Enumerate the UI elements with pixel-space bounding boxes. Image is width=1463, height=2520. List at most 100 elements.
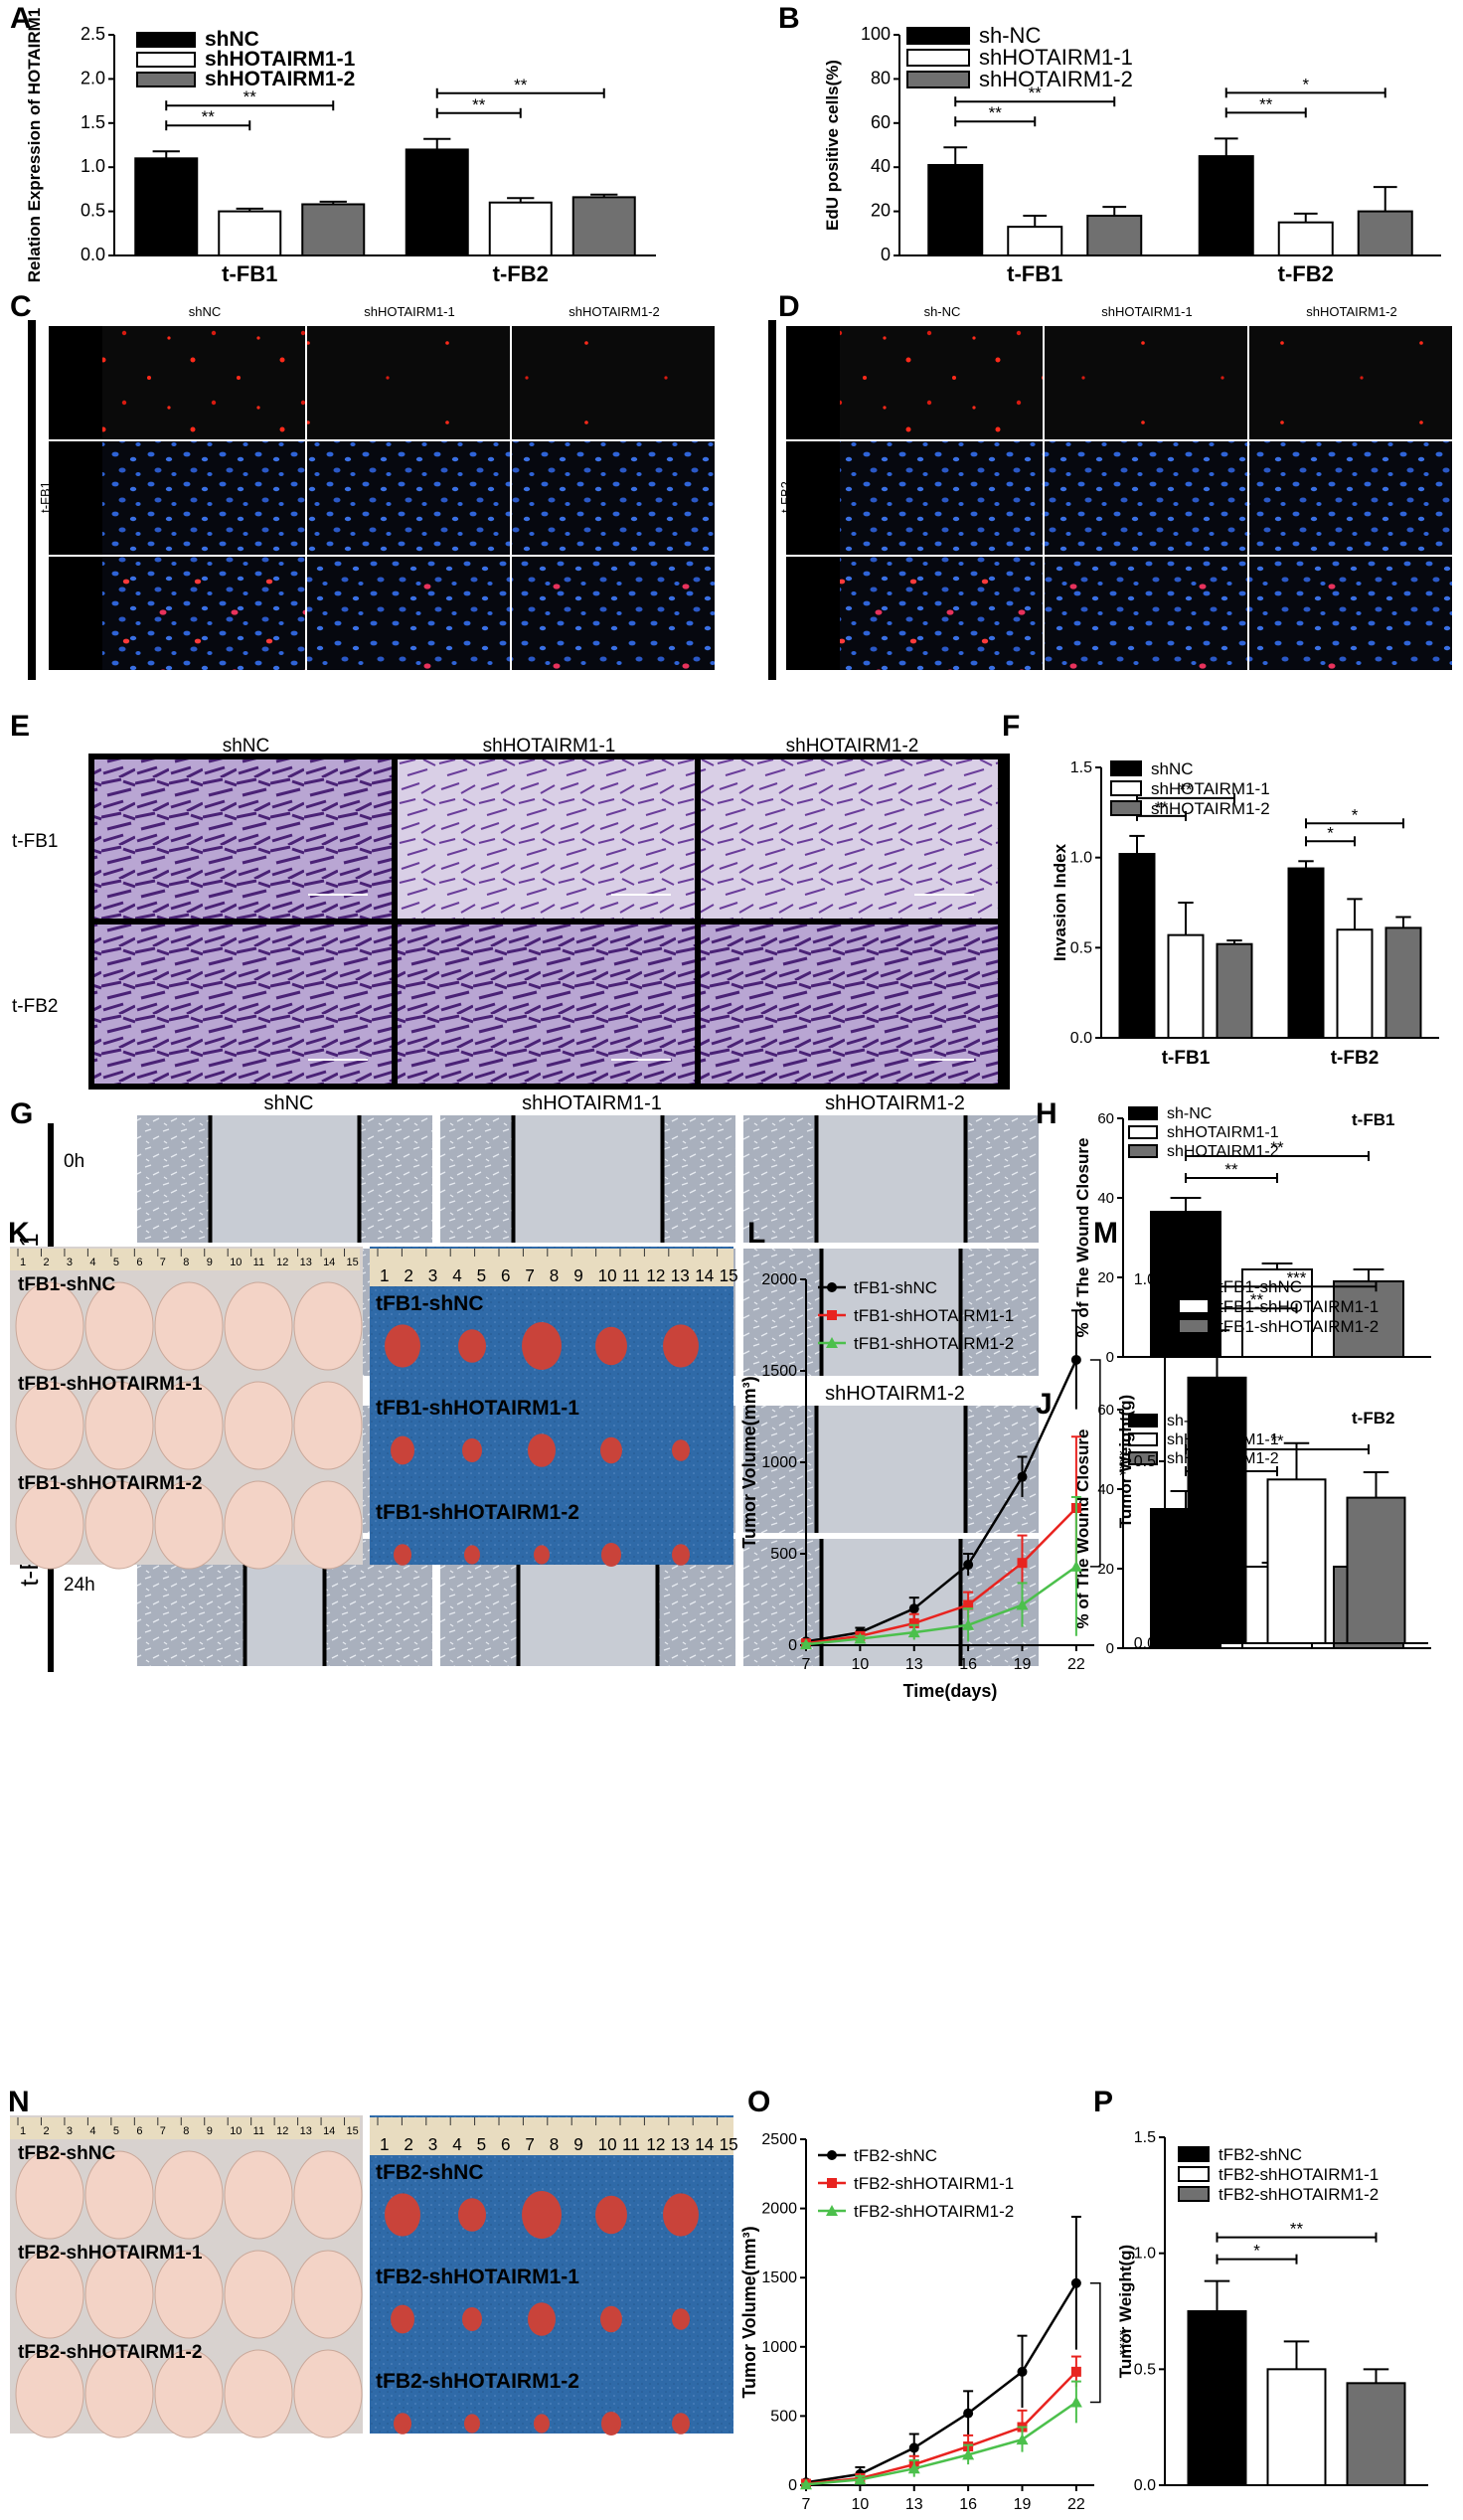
- ruler-number: 7: [160, 1257, 166, 1268]
- bar: [405, 148, 469, 256]
- ruler-number: 12: [276, 2125, 288, 2137]
- side-bar: [28, 320, 36, 680]
- wound-gap: [210, 1115, 360, 1243]
- micrograph: [102, 441, 305, 555]
- ruler-number: 6: [136, 2125, 142, 2137]
- micrograph: [307, 557, 510, 670]
- row-label: Merge: [790, 588, 827, 603]
- mouse: [154, 1381, 224, 1470]
- bar: [1384, 926, 1422, 1039]
- sig-stars: **: [244, 87, 257, 106]
- micrograph: [840, 441, 1043, 555]
- y-tick-label: 0.5: [1134, 2361, 1156, 2378]
- legend-swatch: [1128, 1125, 1158, 1139]
- sig-stars: **: [514, 76, 528, 94]
- mouse: [154, 2150, 224, 2240]
- tumor: [385, 1324, 420, 1368]
- bar: [1346, 1496, 1406, 1644]
- legend-label: tFB1-shHOTAIRM1-2: [1219, 1317, 1379, 1336]
- legend-label: sh-NC: [1167, 1105, 1212, 1122]
- wound-gap: [821, 1249, 961, 1376]
- y-tick-label: 60: [871, 112, 891, 132]
- panel-label: G: [10, 1097, 33, 1130]
- y-axis-label: % of The Wound Closure: [1073, 1429, 1092, 1629]
- ruler-number: 10: [230, 1257, 242, 1268]
- ruler-number: 10: [230, 2125, 242, 2137]
- ruler-number: 4: [89, 2125, 95, 2137]
- category-label: t-FB2: [493, 261, 549, 286]
- panel-label: M: [1093, 1217, 1118, 1250]
- bar: [1187, 1376, 1247, 1644]
- ruler: [370, 2117, 733, 2155]
- y-tick-label: 60: [1097, 1402, 1114, 1419]
- column-label: shHOTAIRM1-2: [825, 1383, 965, 1405]
- tumor: [534, 1545, 550, 1565]
- panel-label: K: [8, 1217, 30, 1250]
- x-tick-label: 13: [905, 1656, 923, 1673]
- y-tick-label: 1.0: [1070, 850, 1092, 867]
- series-line: [805, 1565, 1077, 1646]
- sig-bracket: [1089, 1359, 1101, 1568]
- chart-title: t-FB2: [1352, 1409, 1394, 1428]
- ruler-number: 14: [323, 1257, 335, 1268]
- ruler-number: 3: [428, 1266, 438, 1285]
- wound-gap: [821, 1539, 961, 1666]
- ruler-number: 5: [113, 1257, 119, 1268]
- column-label: shNC: [223, 736, 270, 756]
- bar: [488, 201, 553, 256]
- ruler-number: 5: [477, 2135, 487, 2154]
- data-point: [1070, 2277, 1081, 2288]
- y-tick-label: 2000: [761, 1271, 797, 1288]
- legend-swatch: [1178, 2146, 1210, 2162]
- data-point: [1069, 2396, 1082, 2408]
- mouse: [224, 1281, 293, 1371]
- ruler-number: 3: [67, 2125, 73, 2137]
- ruler-number: 7: [525, 2135, 535, 2154]
- y-tick-label: 1.0: [1134, 2246, 1156, 2263]
- row-label: EdU: [790, 358, 815, 373]
- ruler-number: 13: [300, 2125, 312, 2137]
- ruler-number: 2: [43, 1257, 49, 1268]
- ruler-number: 12: [646, 2135, 665, 2154]
- micrograph: [840, 557, 1043, 670]
- sig-stars: **: [472, 95, 486, 114]
- mouse: [293, 1281, 363, 1371]
- x-tick-label: 10: [851, 2496, 869, 2513]
- transwell-image: [398, 924, 695, 1084]
- ruler-number: 8: [550, 1266, 560, 1285]
- y-tick-label: 2.5: [81, 24, 105, 44]
- bar: [571, 196, 636, 256]
- legend-marker: [827, 1282, 837, 1292]
- panel-label: A: [10, 2, 32, 35]
- x-tick-label: 19: [1014, 1656, 1032, 1673]
- legend-swatch: [1110, 800, 1142, 816]
- legend-marker: [827, 2150, 837, 2160]
- y-tick-label: 0.5: [81, 201, 105, 221]
- y-tick-label: 20: [871, 201, 891, 221]
- sig-stars: *: [1253, 2242, 1260, 2261]
- y-tick-label: 40: [871, 156, 891, 176]
- mouse: [84, 2349, 154, 2438]
- row-label-bg: [786, 326, 840, 439]
- ruler-number: 13: [671, 1266, 690, 1285]
- micrograph: [1249, 441, 1452, 555]
- data-point: [1016, 1598, 1029, 1610]
- micrograph: [1045, 441, 1247, 555]
- ruler-number: 7: [160, 2125, 166, 2137]
- sig-stars: ***: [1287, 1268, 1307, 1287]
- bar: [1346, 2382, 1406, 2486]
- data-point: [962, 1618, 975, 1630]
- tumor-group-label: tFB2-shHOTAIRM1-2: [376, 2370, 579, 2393]
- transwell-image: [398, 759, 695, 919]
- y-tick-label: 1.0: [81, 156, 105, 176]
- ruler-number: 2: [404, 2135, 413, 2154]
- ruler-number: 3: [428, 2135, 438, 2154]
- data-point: [1017, 1471, 1028, 1482]
- bar: [218, 210, 282, 257]
- legend-label: shHOTAIRM1-2: [1167, 1143, 1279, 1160]
- legend-swatch: [1128, 1144, 1158, 1158]
- mouse: [15, 2150, 84, 2240]
- ruler-number: 7: [525, 1266, 535, 1285]
- y-axis-label: Invasion Index: [1051, 843, 1069, 961]
